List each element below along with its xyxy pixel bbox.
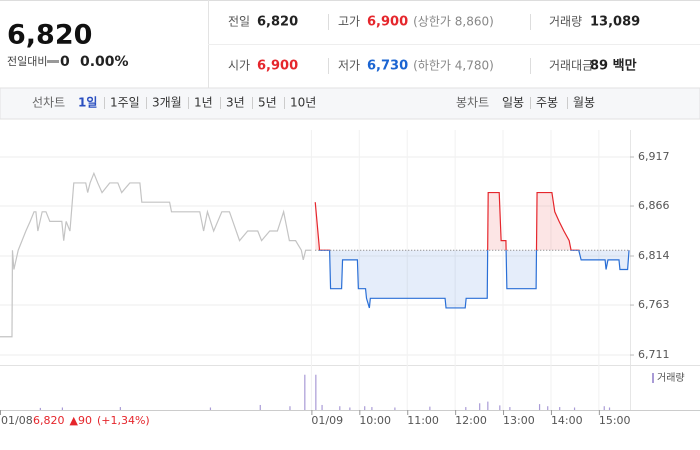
y-tick-label: 6,866 xyxy=(638,199,670,212)
stat-note: (상한가 8,860) xyxy=(413,15,494,29)
volume-bar xyxy=(608,407,611,410)
stat-label: 거래량 xyxy=(549,15,582,29)
y-tick-label: 6,711 xyxy=(638,348,670,361)
volume-bar xyxy=(61,407,64,410)
volume-bar xyxy=(315,374,317,410)
volume-bar xyxy=(289,406,291,410)
volume-bar xyxy=(538,404,541,410)
stat-value: 6,730 xyxy=(367,59,408,74)
change-label: 전일대비 xyxy=(7,54,47,68)
price-line xyxy=(0,171,312,338)
volume-bar xyxy=(429,406,431,410)
annotation-rate: (+1,34%) xyxy=(97,414,150,427)
volume-bar xyxy=(371,407,373,410)
volume-bar xyxy=(339,406,341,410)
tab-group-label: 봉차트 xyxy=(456,96,489,110)
stat-value: 6,820 xyxy=(257,15,298,30)
volume-bar xyxy=(321,404,323,410)
stat-label: 전일 xyxy=(228,15,250,29)
price-line-above xyxy=(314,191,630,251)
change: 0 xyxy=(60,54,70,70)
candle-tab[interactable]: 일봉 xyxy=(502,96,524,110)
legend-swatch xyxy=(652,373,654,383)
candle-tab[interactable]: 월봉 xyxy=(573,96,595,110)
x-tick-label: 12:00 xyxy=(455,414,487,427)
tab-bar xyxy=(0,87,700,120)
volume-bar xyxy=(509,407,511,410)
volume-bar xyxy=(479,403,481,410)
period-tab[interactable]: 10년 xyxy=(290,96,316,110)
stat-label: 저가 xyxy=(338,59,360,73)
x-tick-label: 13:00 xyxy=(503,414,535,427)
volume-bar xyxy=(465,407,467,410)
y-tick-label: 6,917 xyxy=(638,150,670,163)
volume-bar xyxy=(39,407,41,410)
stat-value: 6,900 xyxy=(367,15,408,30)
volume-bar xyxy=(259,404,261,410)
annotation-change: ▲90 xyxy=(70,414,92,427)
volume-bar xyxy=(209,407,212,410)
x-tick-label: 10:00 xyxy=(359,414,391,427)
change-rate: 0.00% xyxy=(80,54,129,70)
area-above xyxy=(315,192,630,251)
period-tab[interactable]: 1주일 xyxy=(110,96,140,110)
stat-value: 6,900 xyxy=(257,59,298,74)
stat-label: 고가 xyxy=(338,15,360,29)
volume-bar xyxy=(304,374,306,410)
tab-group-label: 선차트 xyxy=(32,96,65,110)
volume-bar xyxy=(487,401,489,410)
area-below xyxy=(329,250,630,308)
stat-label: 시가 xyxy=(228,59,250,73)
volume-bar xyxy=(603,406,605,410)
legend-label: 거래량 xyxy=(657,372,685,384)
x-tick-label: 15:00 xyxy=(599,414,631,427)
volume-bar xyxy=(364,406,366,410)
period-tab[interactable]: 3년 xyxy=(226,96,245,110)
stat-note: (하한가 4,780) xyxy=(413,59,494,73)
flat-icon xyxy=(47,60,59,63)
price: 6,820 xyxy=(7,20,92,51)
x-tick-label: 01/09 xyxy=(311,414,343,427)
period-tab[interactable]: 1년 xyxy=(194,96,213,110)
price-line-below xyxy=(318,250,630,309)
volume-bar xyxy=(573,407,576,410)
y-tick-label: 6,763 xyxy=(638,298,670,311)
x-tick-label: 01/08 xyxy=(1,414,33,427)
volume-bar xyxy=(559,407,561,410)
stat-label: 거래대금 xyxy=(549,59,593,73)
volume-bar xyxy=(119,407,121,410)
annotation-price: 6,820 xyxy=(33,414,65,427)
candle-tab[interactable]: 주봉 xyxy=(536,96,558,110)
volume-bar xyxy=(499,405,501,410)
period-tab[interactable]: 1일 xyxy=(78,96,97,110)
period-tab[interactable]: 5년 xyxy=(258,96,277,110)
volume-bar xyxy=(394,407,396,410)
x-tick-label: 14:00 xyxy=(551,414,583,427)
volume-bar xyxy=(349,407,351,410)
period-tab[interactable]: 3개월 xyxy=(152,96,182,110)
y-tick-label: 6,814 xyxy=(638,249,670,262)
x-tick-label: 11:00 xyxy=(407,414,439,427)
stat-value: 89 백만 xyxy=(590,58,637,74)
stat-value: 13,089 xyxy=(590,15,640,30)
volume-bar xyxy=(547,406,549,410)
